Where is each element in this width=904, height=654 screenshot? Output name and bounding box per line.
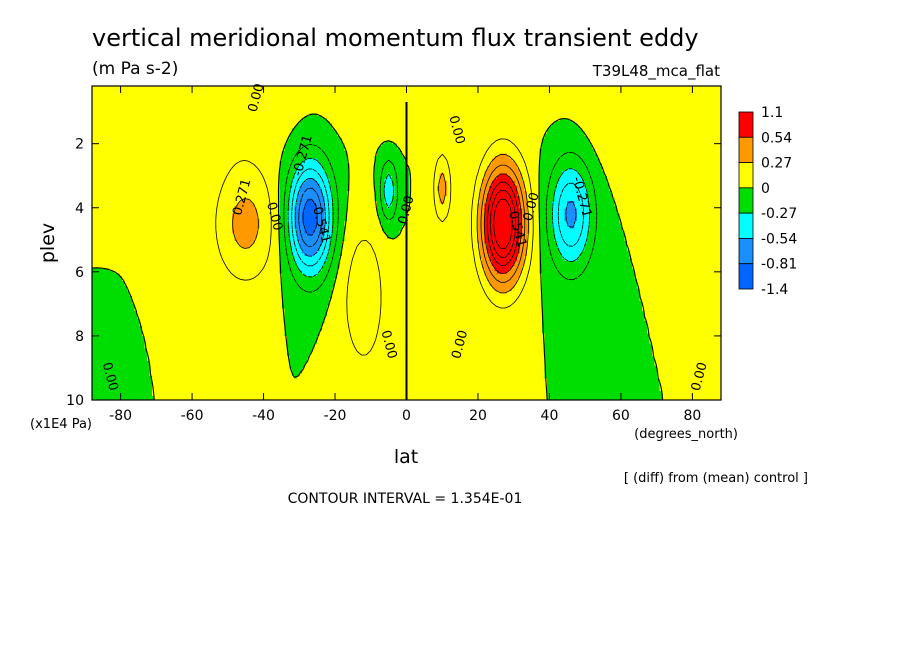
legend-label: -1.4: [761, 282, 788, 298]
x-tick-label: 80: [683, 408, 701, 424]
legend-swatch: [739, 163, 753, 188]
legend-swatch: [739, 137, 753, 162]
legend-swatch: [739, 238, 753, 263]
x-tick-label: -20: [324, 408, 347, 424]
y-tick-label: 8: [75, 329, 84, 345]
legend-swatch: [739, 112, 753, 137]
contour-interval: CONTOUR INTERVAL = 1.354E-01: [288, 491, 523, 507]
x-tick-label: 0: [402, 408, 411, 424]
y-tick-label: 4: [75, 201, 84, 217]
legend-label: -0.27: [761, 206, 797, 222]
legend-label: -0.81: [761, 257, 797, 273]
x-tick-label: 40: [541, 408, 559, 424]
x-tick-label: -80: [109, 408, 132, 424]
legend-swatch: [739, 264, 753, 289]
chart-title: vertical meridional momentum flux transi…: [92, 24, 699, 52]
x-tick-label: -60: [181, 408, 204, 424]
legend-label: 0.54: [761, 130, 792, 146]
y-tick-label: 6: [75, 265, 84, 281]
y-axis-unit: (x1E4 Pa): [30, 417, 92, 432]
legend-label: 0.27: [761, 156, 792, 172]
x-tick-label: 20: [469, 408, 487, 424]
color-legend: 1.1 0.54 0.27 0 -0.27 -0.54 -0.81 -1.4: [739, 105, 797, 298]
contour-field: [92, 86, 722, 401]
legend-label: -0.54: [761, 231, 797, 247]
legend-label: 0: [761, 181, 770, 197]
legend-swatch: [739, 213, 753, 238]
x-axis-unit: (degrees_north): [634, 427, 738, 442]
chart-units: (m Pa s-2): [92, 59, 178, 79]
y-tick-label: 10: [66, 393, 84, 409]
legend-label: 1.1: [761, 105, 783, 121]
x-tick-label: 60: [612, 408, 630, 424]
comparison-note: [ (diff) from (mean) control ]: [624, 471, 808, 486]
y-tick-label: 2: [75, 137, 84, 153]
x-axis-label: lat: [394, 446, 418, 468]
legend-swatch: [739, 188, 753, 213]
experiment-label: T39L48_mca_flat: [592, 62, 720, 81]
x-tick-label: -40: [252, 408, 275, 424]
y-axis-label: plev: [37, 223, 59, 263]
